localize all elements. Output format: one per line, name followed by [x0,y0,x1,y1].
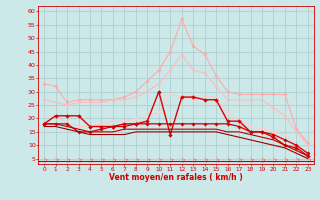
X-axis label: Vent moyen/en rafales ( km/h ): Vent moyen/en rafales ( km/h ) [109,173,243,182]
